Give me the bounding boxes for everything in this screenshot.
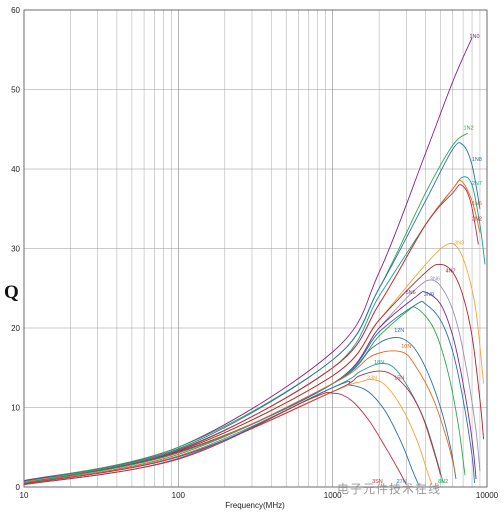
- x-axis-label: Frequency(MHz): [225, 501, 285, 510]
- series-label-3n3: 3N3: [454, 241, 464, 247]
- y-tick-label: 40: [11, 165, 20, 174]
- grid: [23, 9, 488, 488]
- series-label-5n6: 5N6: [406, 290, 416, 296]
- series-label-27n: 27N: [397, 479, 407, 485]
- y-tick-label: 30: [11, 245, 20, 254]
- series-label-4n7: 4N7: [445, 268, 455, 274]
- x-tick-label: 10: [20, 491, 29, 500]
- series-label-18n: 18N: [374, 360, 384, 366]
- series-label-8n2: 8N2: [438, 479, 448, 485]
- series-line-5n6: [23, 290, 477, 484]
- y-tick-label: 50: [11, 86, 20, 95]
- series-label-1n0: 1N0: [469, 34, 479, 40]
- series-label-15n: 15N: [394, 376, 404, 382]
- watermark-text: 电子元件技术在线: [337, 482, 442, 496]
- series-line-2n2: [23, 184, 479, 483]
- x-tick-label: 1000: [324, 491, 342, 500]
- series-label-10n: 10N: [401, 344, 411, 350]
- series-line-8n2: [23, 306, 466, 484]
- series-label-12n: 12N: [394, 328, 404, 334]
- series-label-1n5: 1N5: [472, 201, 482, 207]
- series-line-10n: [23, 350, 456, 485]
- series-line-27n: [23, 380, 419, 486]
- y-tick-label: 0: [16, 483, 21, 492]
- series-label-3n6: 3N6: [430, 276, 440, 282]
- series-label-1n8: 1N8: [472, 157, 482, 163]
- series-label-1n2: 1N2: [464, 125, 474, 131]
- y-tick-label: 20: [11, 324, 20, 333]
- series-line-12n: [23, 336, 457, 485]
- y-tick-label: 10: [11, 404, 20, 413]
- series-lines: [23, 37, 486, 486]
- series-label-3n9: 3N9: [424, 292, 434, 298]
- series-label-2n7: 2N7: [472, 181, 482, 187]
- x-tick-label: 100: [172, 491, 186, 500]
- series-label-33n: 33N: [367, 376, 377, 382]
- series-labels: 1N0 1N2 1N8 2N7 1N5 2N2 3N3 4N7 3N6 5N6 3N9 12N 10N 1…: [367, 34, 482, 485]
- series-line-4n7: [23, 263, 485, 484]
- series-line-39n: [23, 391, 407, 486]
- series-line-15n: [23, 370, 441, 485]
- y-tick-label: 60: [11, 6, 20, 15]
- series-line-3n3: [23, 242, 485, 483]
- series-label-3sn: 3SN: [372, 479, 383, 485]
- series-label-2n2: 2N2: [472, 217, 482, 223]
- plot-frame: [23, 9, 488, 488]
- series-line-18n: [23, 363, 444, 485]
- y-axis-label: Q: [4, 282, 19, 303]
- series-line-33n: [23, 379, 433, 485]
- x-tick-label: 10000: [476, 491, 499, 500]
- series-line-1n8: [23, 142, 481, 482]
